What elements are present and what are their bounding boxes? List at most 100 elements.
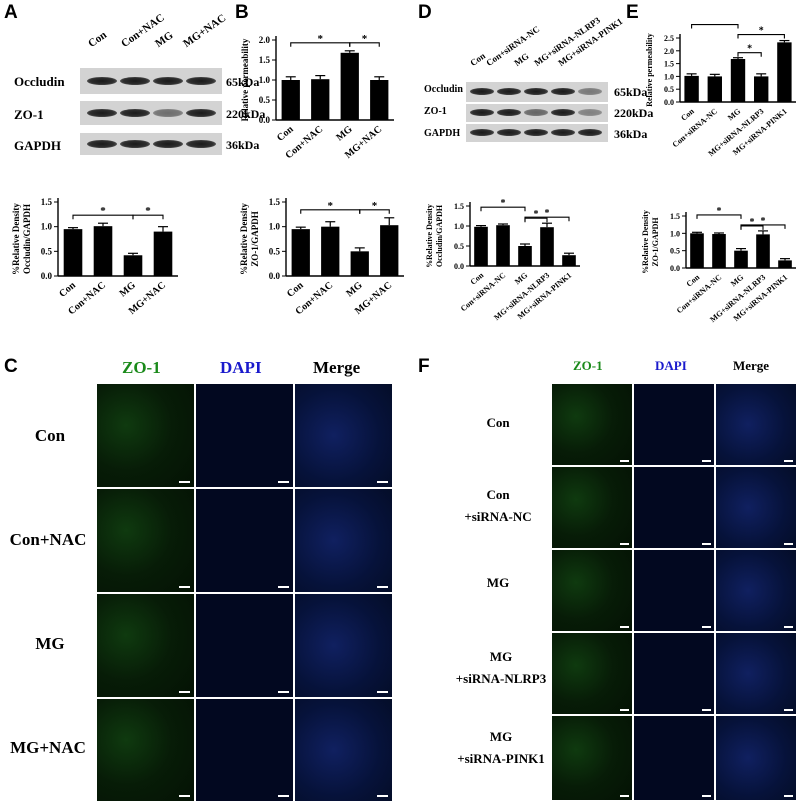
bar [291, 229, 310, 276]
panel-f-letter: F [418, 356, 430, 377]
y-axis-label: ZO-1/GAPDH [250, 211, 260, 267]
significance-mark: * [534, 209, 539, 220]
bar [321, 226, 340, 276]
panel-a-row-occludin: Occludin [14, 74, 65, 89]
panel-f-cond-line1: MG [489, 649, 513, 664]
panel-a-row-gapdh: GAPDH [14, 138, 61, 153]
panel-d-row-gapdh: GAPDH [424, 128, 461, 139]
panel-c-image-zo1-mg [97, 594, 194, 697]
y-tick-label: 0.0 [259, 115, 271, 125]
panel-f-image-dapi-mg [634, 550, 714, 631]
panel-a-letter: A [4, 2, 18, 23]
panel-f-cond-line2: +siRNA-NLRP3 [455, 671, 547, 686]
bar [712, 234, 726, 268]
panel-f-image-dapi-con-sirna-nc [634, 467, 714, 548]
bar [730, 58, 746, 102]
panel-f-cond-line2: +siRNA-NC [464, 509, 532, 524]
chart-d-occludin: 0.0 0.5 1.0 1.5 %Relative Density Occludin/GA… [425, 198, 580, 322]
panel-c-image-merge-mg-nac [295, 699, 392, 801]
panel-c-image-dapi-con-nac [196, 489, 293, 592]
significance-bracket [737, 34, 785, 39]
panel-c-letter: C [4, 356, 18, 377]
significance-mark: * [362, 33, 368, 45]
panel-f-cond-mg-sirna-pink1: MG +siRNA-PINK1 [446, 726, 556, 770]
panel-f-col-merge: Merge [733, 358, 770, 373]
bar [281, 80, 300, 120]
y-tick-label: 1.0 [670, 229, 680, 238]
panel-d-row-occludin: Occludin [424, 84, 463, 95]
blot-d-zo1 [466, 104, 608, 122]
chart-e-zo1: 0.0 0.5 1.0 1.5 %Relative Density ZO-1/GAPDH C… [641, 206, 796, 324]
category-label: MG [726, 107, 742, 123]
panel-f-cond-mg: MG [446, 572, 550, 594]
panel-f-image-dapi-con [634, 384, 714, 465]
panel-f-image-dapi-mg-sirna-pink1 [634, 716, 714, 800]
y-tick-label: 0.5 [670, 247, 680, 256]
bar [518, 246, 532, 266]
panel-c-cond-mg-nac: MG+NAC [10, 738, 86, 757]
significance-mark: * [372, 200, 378, 212]
panel-d-row-zo1: ZO-1 [424, 106, 447, 117]
blot-a-zo1 [80, 101, 222, 125]
panel-f-cond-line1: Con [486, 487, 510, 502]
y-tick-label: 0.0 [454, 262, 464, 271]
panel-c-image-dapi-mg [196, 594, 293, 697]
y-axis-label: %Relative Density [425, 204, 434, 268]
y-tick-label: 0.5 [269, 246, 281, 256]
y-tick-label: 0.5 [259, 95, 271, 105]
y-tick-label: 1.5 [269, 197, 281, 207]
y-tick-label: 1.5 [41, 197, 53, 207]
panel-f-image-zo1-mg [552, 550, 632, 631]
bar [562, 255, 576, 266]
bar [340, 52, 359, 120]
y-tick-label: 1.0 [41, 222, 53, 232]
panel-c-image-merge-mg [295, 594, 392, 697]
y-axis-label: Relative permeability [240, 38, 250, 121]
bar [496, 225, 510, 266]
bar [123, 255, 143, 276]
y-tick-label: 0.5 [454, 242, 464, 251]
panel-c-cond-con: Con [34, 426, 66, 445]
blot-d-occludin [466, 82, 608, 102]
panel-c-image-merge-con-nac [295, 489, 392, 592]
y-tick-label: 1.0 [454, 222, 464, 231]
panel-a-lane-label: Con [86, 28, 110, 50]
panel-f-cond-line2: +siRNA-PINK1 [457, 751, 545, 766]
chart-e-permeability: 0.0 0.5 1.0 1.5 2.0 2.5 Relative permeability C… [645, 24, 796, 158]
panel-c-cond-mg: MG [35, 634, 65, 653]
bar [93, 226, 113, 276]
panel-f-image-zo1-con [552, 384, 632, 465]
significance-bracket [696, 214, 742, 219]
panel-c-col-zo1: ZO-1 [122, 358, 161, 377]
panel-c-image-merge-con [295, 384, 392, 487]
significance-mark: * [747, 44, 752, 55]
y-tick-label: 1.0 [664, 72, 674, 81]
y-axis-label: ZO-1/GAPDH [651, 217, 660, 267]
bar [540, 227, 554, 266]
y-axis-label: Occludin/GAPDH [22, 204, 32, 274]
bar [474, 226, 488, 266]
category-label: MG [513, 271, 529, 287]
bar [754, 76, 769, 102]
significance-bracket [737, 52, 762, 57]
y-axis-label: Occludin/GAPDH [435, 204, 444, 267]
panel-d-letter: D [418, 2, 432, 23]
category-label: Con [275, 124, 296, 144]
panel-f-cond-con-sirna-nc: Con +siRNA-NC [446, 484, 550, 528]
bar [684, 75, 699, 102]
significance-mark: * [545, 208, 550, 219]
panel-d-kda-gapdh: 36kDa [614, 127, 648, 141]
category-label: Con [285, 280, 306, 300]
chart-a-occludin: 0.0 0.5 1.0 1.5 %Relative Density Occludin/GA… [11, 197, 178, 317]
panel-f-cond-con: Con [446, 412, 550, 434]
y-tick-label: 1.5 [664, 60, 674, 69]
y-tick-label: 2.0 [259, 35, 271, 45]
panel-c-image-dapi-con [196, 384, 293, 487]
significance-bracket [740, 224, 786, 229]
category-label: MG [729, 273, 745, 289]
category-label: MG [334, 124, 354, 144]
panel-c-image-dapi-mg-nac [196, 699, 293, 801]
panel-f-image-merge-con [716, 384, 796, 465]
panel-f-image-zo1-mg-sirna-pink1 [552, 716, 632, 800]
